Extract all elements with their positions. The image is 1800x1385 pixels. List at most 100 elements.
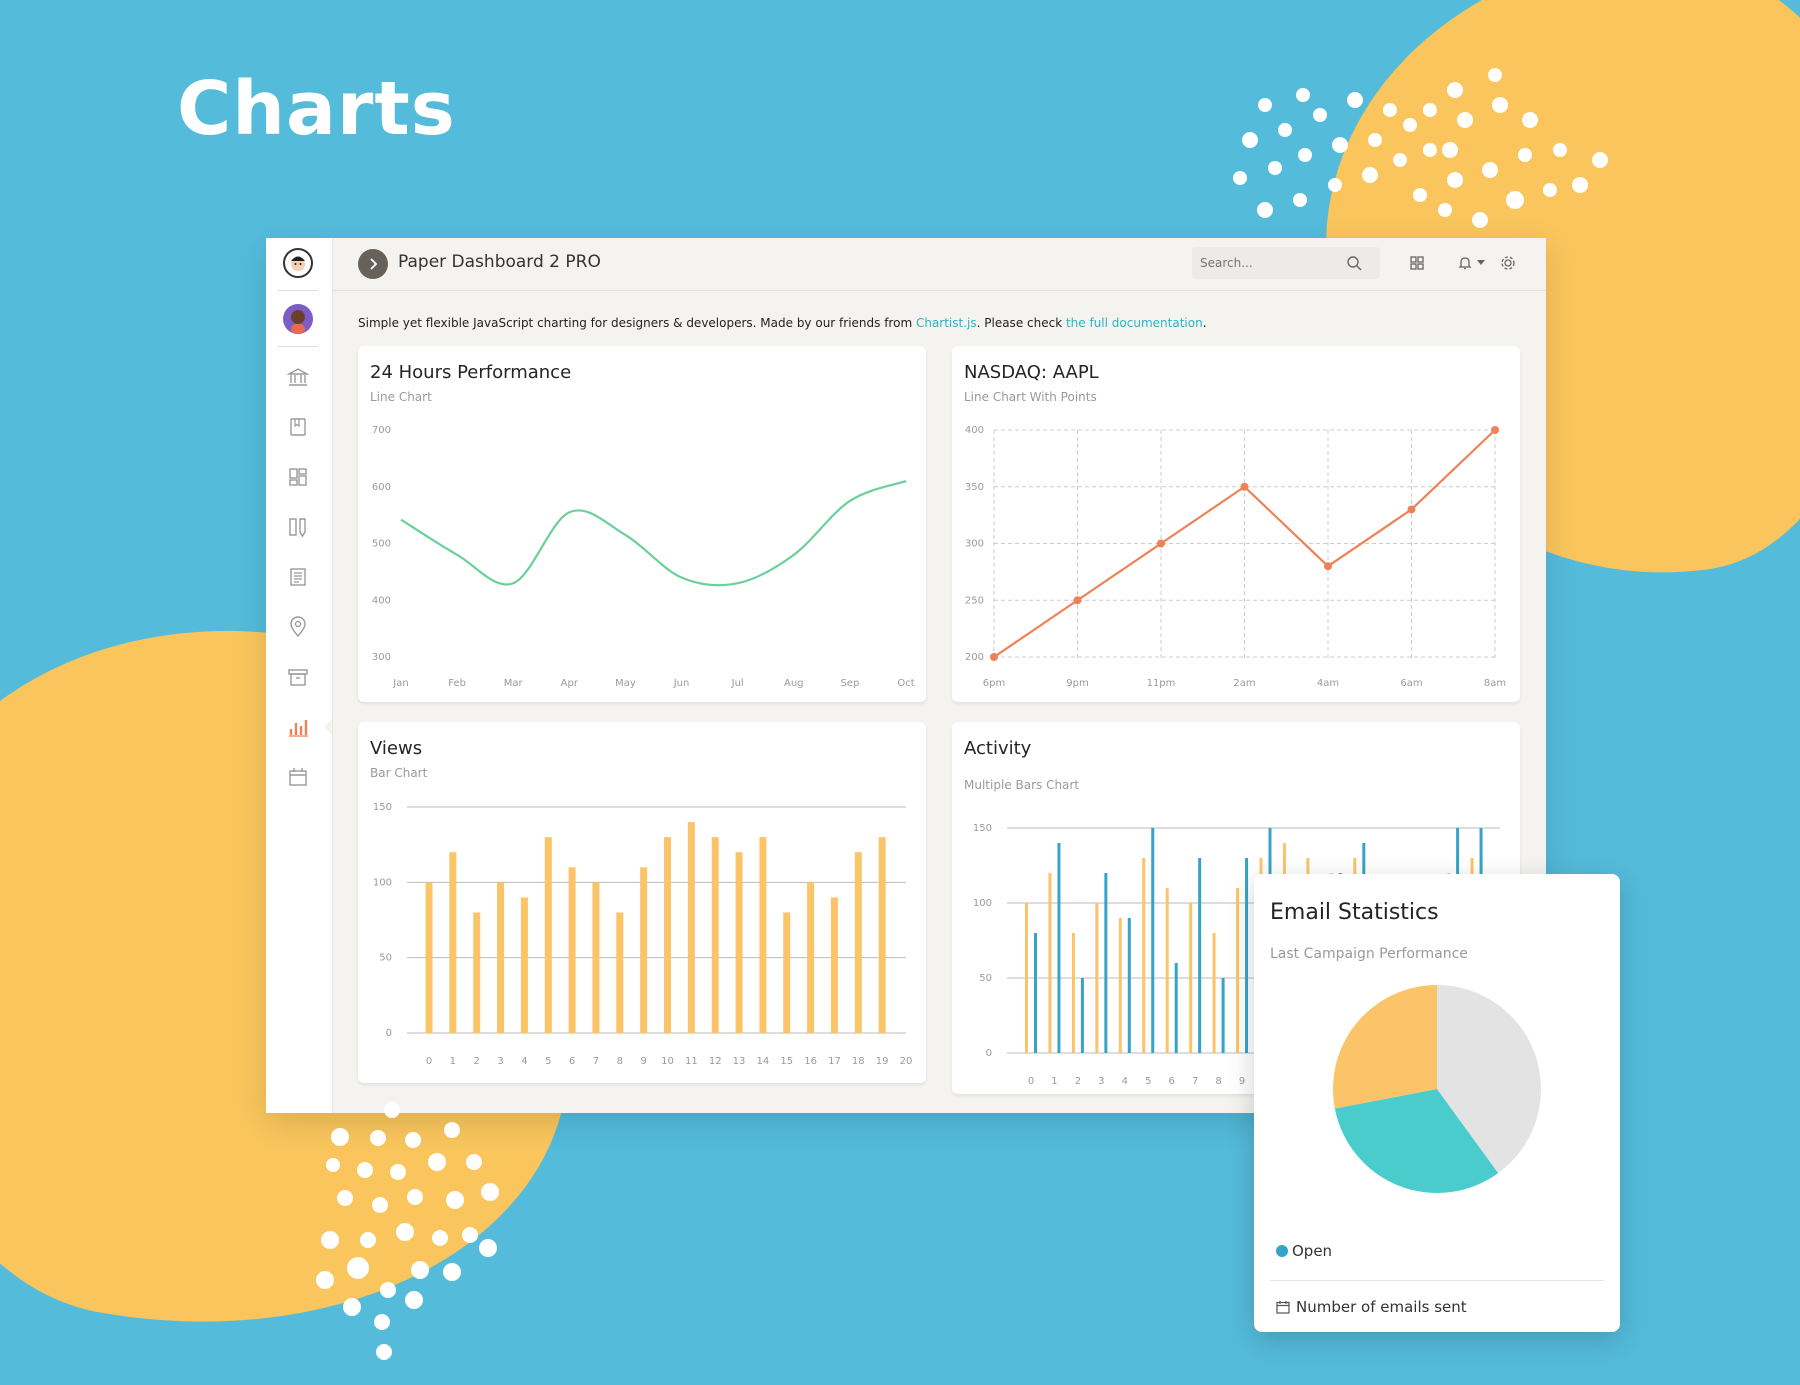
decorative-dot — [1257, 202, 1273, 218]
bar — [759, 837, 767, 1033]
decorative-dot — [1296, 88, 1310, 102]
decorative-dot — [374, 1314, 390, 1330]
search-input[interactable] — [1192, 247, 1380, 279]
sidebar-toggle-button[interactable] — [358, 249, 388, 279]
intro-text-part: Simple yet flexible JavaScript charting … — [358, 316, 916, 330]
x-tick-label: 17 — [828, 1056, 841, 1067]
x-tick-label: 1 — [1051, 1076, 1057, 1087]
sidebar-item-book[interactable] — [286, 415, 310, 439]
x-tick-label: 3 — [1098, 1076, 1104, 1087]
decorative-dot — [1293, 193, 1307, 207]
x-tick-label: Sep — [840, 678, 859, 689]
sidebar-item-layout[interactable] — [286, 465, 310, 489]
series-line — [400, 480, 907, 587]
x-tick-label: 9 — [640, 1056, 646, 1067]
sidebar-item-paper[interactable] — [286, 565, 310, 589]
bank-icon — [286, 368, 310, 386]
x-tick-label: 11pm — [1147, 678, 1176, 689]
card-subtitle: Line Chart — [370, 390, 432, 404]
sidebar-item-calendar[interactable] — [286, 765, 310, 789]
x-tick-label: 9 — [1239, 1076, 1245, 1087]
card-subtitle: Bar Chart — [370, 766, 428, 780]
user-avatar[interactable] — [283, 304, 313, 334]
x-tick-label: Aug — [784, 678, 804, 689]
legend-dot — [1276, 1245, 1288, 1257]
x-tick-label: 7 — [1192, 1076, 1198, 1087]
data-point — [990, 653, 998, 661]
bar — [1165, 888, 1169, 1053]
x-tick-label: Jun — [673, 678, 690, 689]
bar — [1095, 903, 1099, 1053]
x-tick-label: 14 — [757, 1056, 770, 1067]
data-point — [1407, 505, 1416, 514]
decorative-dot — [1242, 132, 1258, 148]
card-footer: Number of emails sent — [1276, 1298, 1467, 1316]
decorative-dot — [443, 1263, 461, 1281]
x-tick-label: 10 — [661, 1056, 674, 1067]
x-tick-label: May — [615, 678, 636, 689]
pie-slice — [1437, 985, 1541, 1174]
chart-bar-icon — [289, 720, 308, 737]
bar — [1034, 933, 1037, 1053]
bar — [1048, 873, 1052, 1053]
email-statistics-card: Email Statistics Last Campaign Performan… — [1254, 874, 1620, 1332]
documentation-link[interactable]: the full documentation — [1065, 316, 1203, 330]
x-tick-label: 3 — [497, 1056, 503, 1067]
bar — [425, 882, 433, 1033]
x-tick-label: 9pm — [1066, 678, 1088, 689]
x-tick-label: 16 — [804, 1056, 817, 1067]
y-tick-label: 150 — [973, 823, 992, 834]
book-icon — [290, 418, 306, 436]
decorative-dot — [479, 1239, 497, 1257]
sidebar-item-chart-bar[interactable] — [286, 715, 310, 739]
bar — [640, 867, 648, 1033]
bar — [473, 912, 481, 1033]
sidebar-item-bank[interactable] — [286, 365, 310, 389]
gear-icon[interactable] — [1500, 255, 1516, 271]
bar — [664, 837, 671, 1033]
y-tick-label: 0 — [386, 1028, 392, 1039]
logo-avatar[interactable] — [283, 248, 313, 278]
bar — [1245, 858, 1249, 1053]
x-tick-label: 6am — [1400, 678, 1422, 689]
sidebar-item-ruler-pencil[interactable] — [286, 515, 310, 539]
y-tick-label: 300 — [965, 539, 984, 550]
y-tick-label: 100 — [373, 877, 392, 888]
search-icon[interactable] — [1346, 255, 1362, 271]
bar — [1198, 858, 1202, 1053]
x-tick-label: 2 — [474, 1056, 480, 1067]
y-tick-label: 150 — [373, 802, 392, 813]
x-tick-label: 7 — [593, 1056, 599, 1067]
bar — [592, 882, 600, 1033]
sidebar-item-archive[interactable] — [286, 665, 310, 689]
caret-down-icon[interactable] — [1477, 260, 1485, 266]
x-tick-label: 13 — [733, 1056, 746, 1067]
bar — [1221, 978, 1225, 1053]
x-tick-label: Mar — [504, 678, 524, 689]
bar — [568, 867, 576, 1033]
x-tick-label: 18 — [852, 1056, 865, 1067]
brand-title[interactable]: Paper Dashboard 2 PRO — [398, 252, 601, 272]
x-tick-label: 4 — [521, 1056, 527, 1067]
line-chart-performance: 700 600 500 400 300 Jan Feb Mar Apr May Jun Jul Aug S… — [372, 425, 915, 689]
bell-icon[interactable] — [1457, 255, 1473, 271]
sidebar-item-pin[interactable] — [286, 615, 310, 639]
y-tick-label: 400 — [372, 595, 391, 606]
layout-icon[interactable] — [1409, 255, 1425, 271]
x-tick-label: 8am — [1484, 678, 1506, 689]
y-tick-label: 400 — [965, 425, 984, 436]
bar — [1127, 918, 1131, 1053]
bar — [1071, 933, 1075, 1053]
x-tick-label: 12 — [709, 1056, 722, 1067]
decorative-dot — [376, 1344, 392, 1360]
bar — [807, 882, 815, 1033]
legend-label: Open — [1292, 1242, 1333, 1260]
bar — [1236, 888, 1240, 1053]
decorative-dot — [1278, 123, 1292, 137]
calendar-icon — [289, 768, 307, 786]
chartist-link[interactable]: Chartist.js — [915, 316, 977, 330]
bar — [1057, 843, 1061, 1053]
y-tick-label: 500 — [372, 539, 391, 550]
bar — [520, 897, 528, 1033]
x-tick-label: 6 — [1169, 1076, 1175, 1087]
